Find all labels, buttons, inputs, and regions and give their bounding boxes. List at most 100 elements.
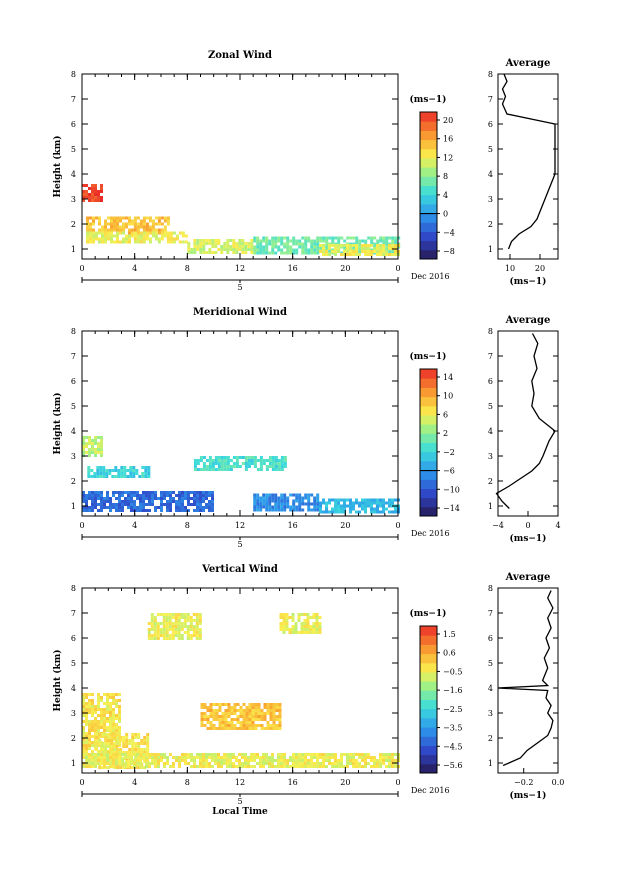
heatmap-cell: [220, 245, 224, 248]
heatmap-cell: [136, 228, 140, 232]
heatmap-cell: [200, 706, 204, 709]
heatmap-cell: [121, 509, 124, 512]
heatmap-cell: [275, 703, 279, 706]
heatmap-cell: [325, 253, 328, 256]
heatmap-cell: [230, 721, 234, 724]
heatmap-cell: [388, 510, 391, 514]
heatmap-cell: [100, 726, 103, 729]
heatmap-cell: [259, 499, 263, 503]
heatmap-cell: [352, 501, 355, 505]
heatmap-cell: [391, 753, 394, 756]
heatmap-cell: [303, 619, 307, 622]
heatmap-cell: [147, 631, 151, 634]
heatmap-cell: [265, 502, 269, 506]
heatmap-cell: [109, 753, 112, 756]
heatmap-cell: [279, 628, 283, 631]
heatmap-cell: [94, 500, 97, 503]
heatmap-cell: [143, 748, 147, 751]
heatmap-cell: [245, 706, 249, 709]
heatmap-cell: [160, 234, 164, 238]
heatmap-cell: [148, 216, 152, 220]
heatmap-cell: [101, 751, 105, 754]
heatmap-cell: [215, 712, 219, 715]
heatmap-cell: [385, 756, 388, 759]
heatmap-cell: [187, 251, 191, 254]
heatmap-cell: [128, 760, 132, 763]
heatmap-cell: [220, 459, 224, 462]
heatmap-cell: [313, 239, 317, 243]
heatmap-cell: [193, 251, 197, 254]
heatmap-cell: [196, 506, 199, 509]
heatmap-cell: [159, 628, 163, 631]
colorbar-swatch: [420, 681, 437, 691]
heatmap-cell: [82, 184, 85, 187]
heatmap-cell: [199, 456, 203, 459]
heatmap-cell: [278, 709, 282, 712]
heatmap-cell: [100, 190, 103, 193]
heatmap-cell: [94, 729, 97, 732]
heatmap-cell: [250, 765, 253, 768]
heatmap-cell: [115, 744, 118, 747]
heatmap-cell: [128, 748, 132, 751]
heatmap-cell: [283, 753, 286, 756]
heatmap-cell: [118, 720, 121, 723]
heatmap-cell: [127, 753, 130, 756]
heatmap-cell: [196, 242, 200, 245]
heatmap-cell: [195, 634, 199, 637]
heatmap-cell: [241, 756, 244, 759]
heatmap-cell: [203, 703, 207, 706]
heatmap-cell: [91, 765, 94, 768]
heatmap-cell: [346, 250, 349, 253]
colorbar-swatch: [420, 690, 437, 700]
heatmap-cell: [235, 765, 238, 768]
heatmap-cell: [331, 498, 334, 502]
heatmap-cell: [230, 712, 234, 715]
heatmap-cell: [82, 738, 85, 741]
heatmap-cell: [358, 242, 362, 246]
heatmap-cell: [145, 222, 149, 226]
heatmap-cell: [142, 219, 146, 223]
heatmap-cell: [88, 711, 91, 714]
colorbar-unit: (ms−1): [410, 608, 447, 619]
heatmap-cell: [126, 475, 130, 478]
heatmap-cell: [199, 494, 202, 497]
heatmap-cell: [203, 724, 207, 727]
heatmap-cell: [193, 762, 196, 765]
colorbar-tick-label: 2: [443, 429, 448, 438]
heatmap-cell: [91, 753, 94, 756]
heatmap-cell: [195, 622, 199, 625]
heatmap-cell: [142, 497, 145, 500]
heatmap-cell: [313, 251, 317, 255]
heatmap-cell: [298, 245, 302, 249]
heatmap-cell: [224, 727, 228, 730]
heatmap-cell: [116, 234, 119, 238]
heatmap-cell: [206, 706, 210, 709]
heatmap-cell: [211, 245, 215, 248]
y-tick-label: 3: [71, 709, 76, 718]
heatmap-cell: [172, 231, 176, 235]
heatmap-cell: [391, 239, 395, 243]
heatmap-cell: [92, 240, 95, 244]
profile-y-tick-label: 7: [488, 352, 493, 361]
heatmap-cell: [212, 712, 216, 715]
heatmap-cell: [370, 507, 373, 511]
colorbar-frame: [419, 111, 438, 260]
colorbar-swatch: [420, 396, 437, 407]
heatmap-cell: [265, 468, 269, 471]
heatmap-cell: [217, 459, 221, 462]
heatmap-cell: [278, 703, 282, 706]
heatmap-cell: [388, 762, 391, 765]
heatmap-cell: [301, 496, 305, 500]
heatmap-cell: [91, 503, 94, 506]
heatmap-cell: [103, 759, 106, 762]
heatmap-cell: [98, 739, 102, 742]
heatmap-cell: [268, 459, 272, 462]
heatmap-cell: [101, 748, 105, 751]
heatmap-cell: [295, 493, 299, 497]
heatmap-cell: [94, 451, 97, 454]
heatmap-cell: [91, 762, 94, 765]
heatmap-cell: [192, 613, 196, 616]
heatmap-cell: [253, 465, 257, 468]
heatmap-cell: [367, 753, 370, 756]
heatmap-cell: [343, 507, 346, 511]
